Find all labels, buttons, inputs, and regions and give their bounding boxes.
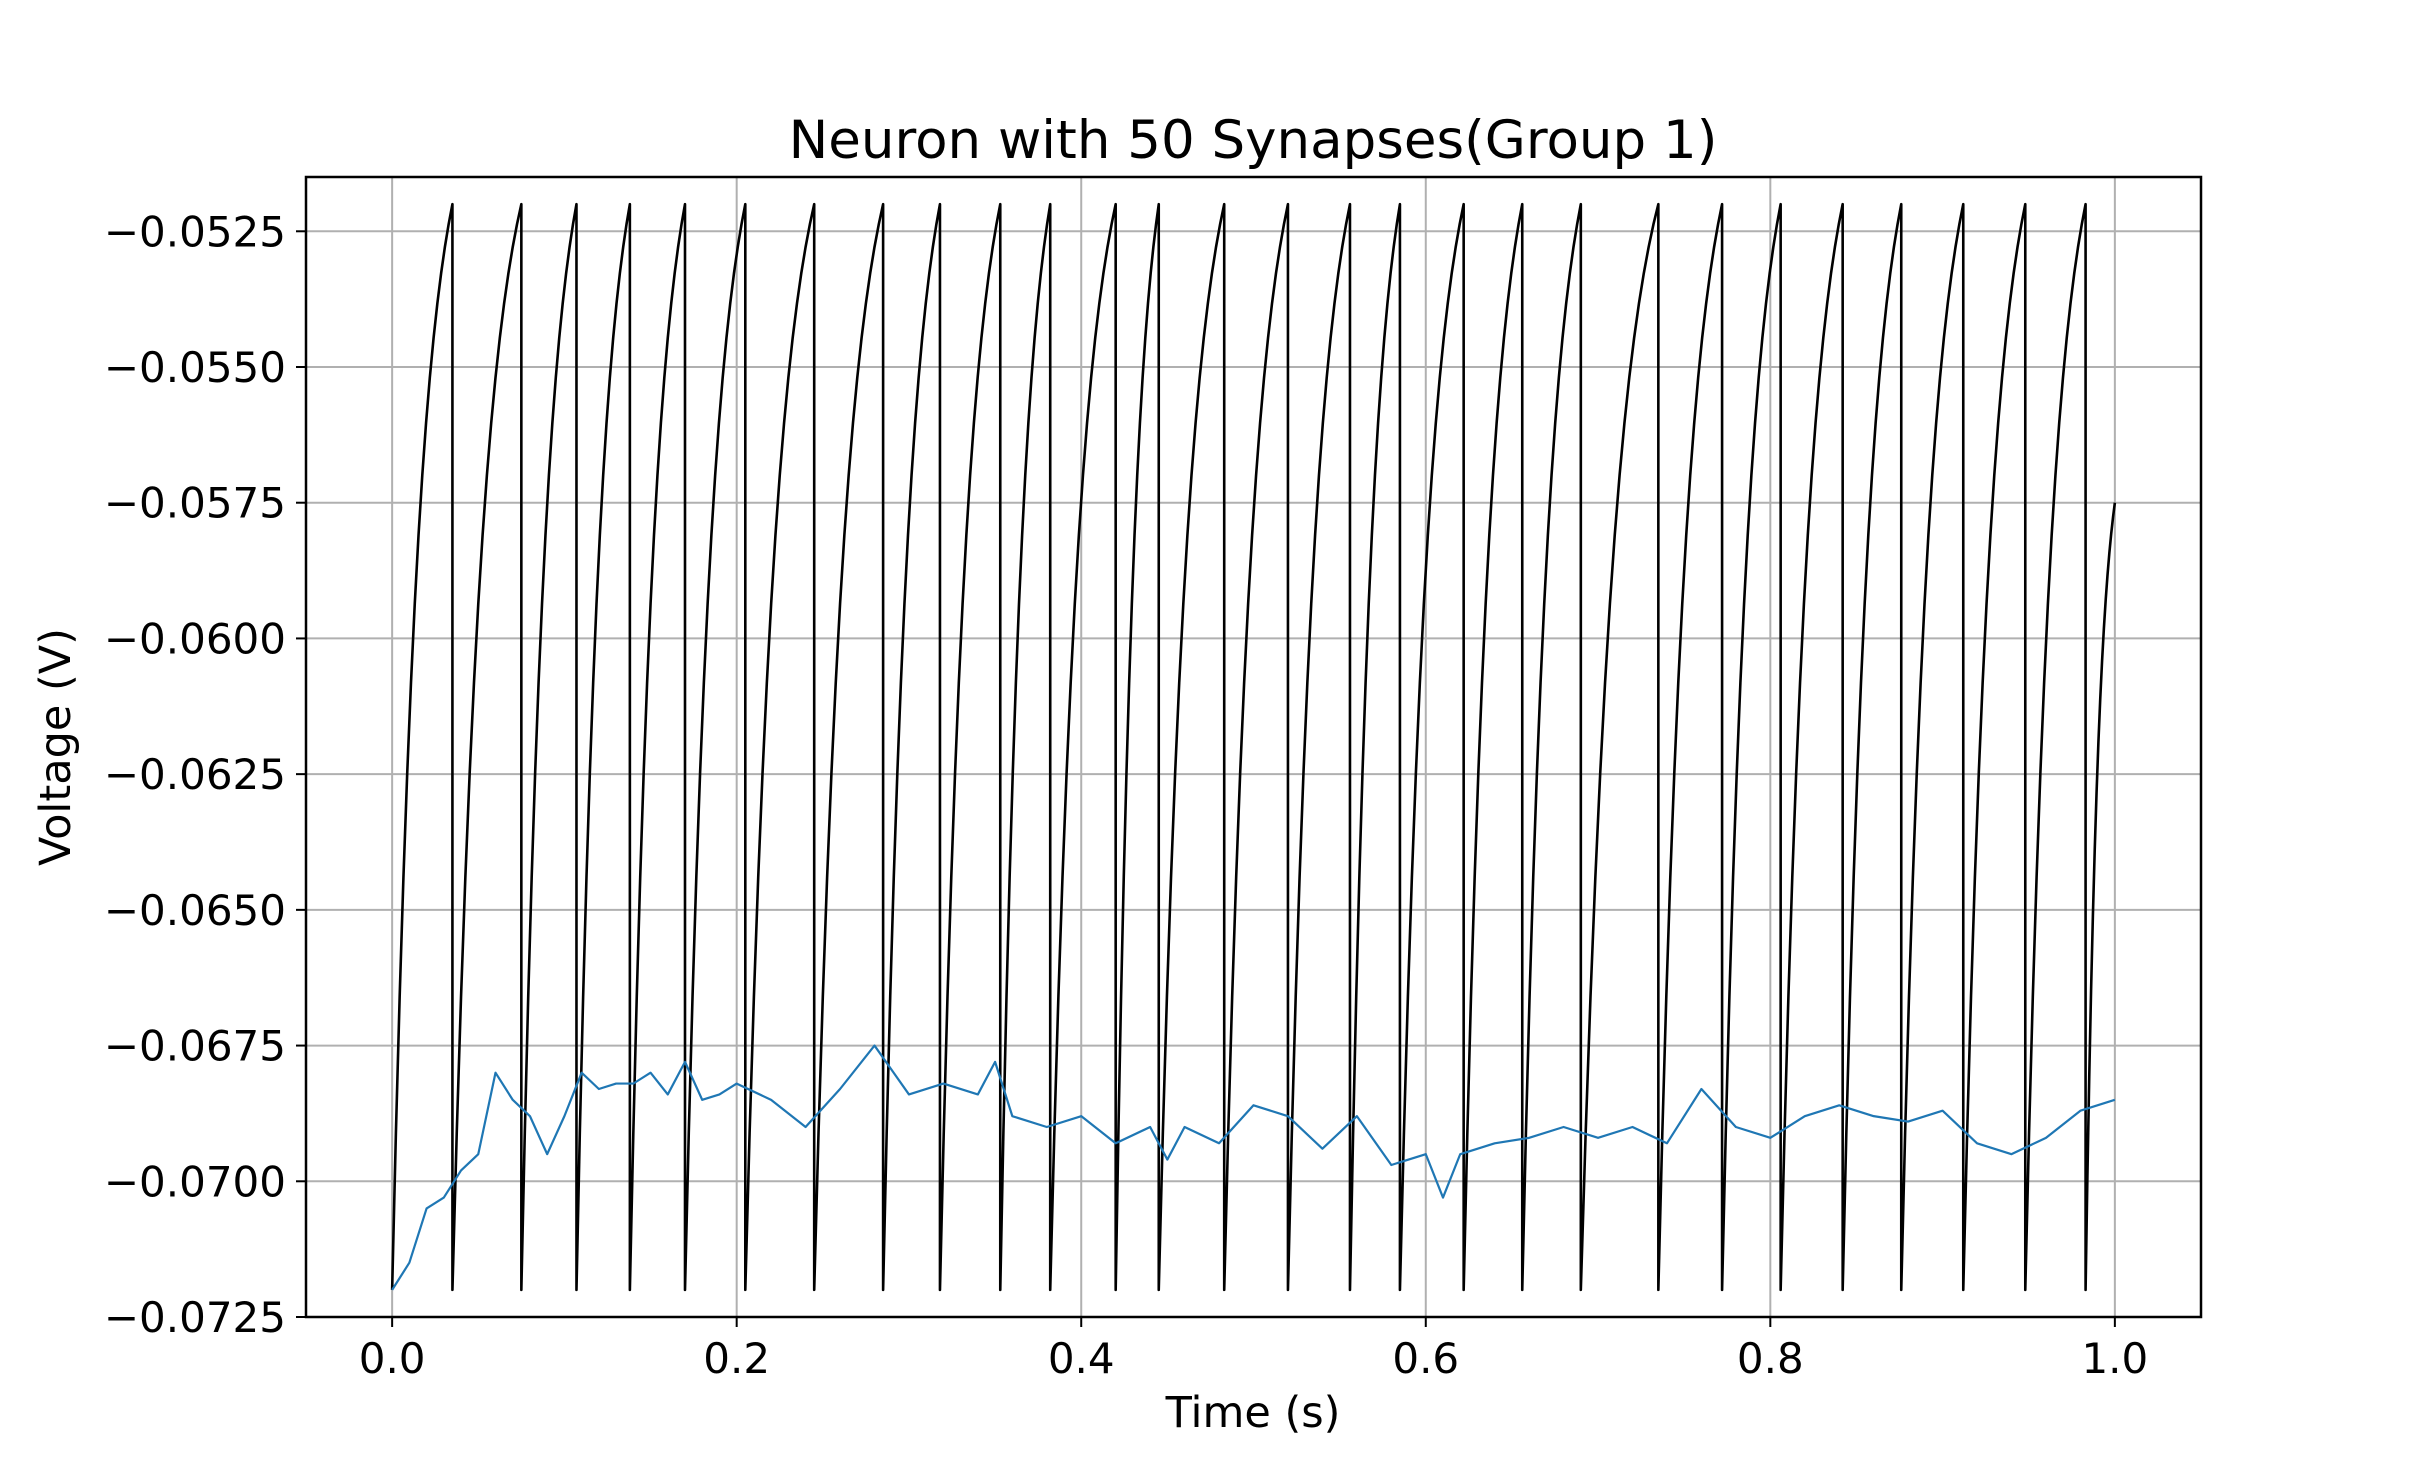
average-voltage-line [391,1044,2116,1291]
y-tick-label: −0.0725 [104,1293,286,1342]
y-tick-label: −0.0600 [104,614,286,663]
axes-frame [304,175,2203,1319]
x-tick-label: 0.0 [359,1334,426,1383]
x-axis-label: Time (s) [1165,1388,1341,1438]
y-tick-label: −0.0550 [104,343,286,392]
ticks: 0.0 0.2 0.4 0.6 0.8 1.0 −0.0525 −0.0550 −0.0575 −… [104,207,2148,1383]
grid [306,177,2201,1318]
y-tick-label: −0.0675 [104,1022,286,1071]
spike-train-line [390,202,2117,1292]
plot-area [390,202,2117,1292]
x-tick-label: 0.4 [1048,1334,1115,1383]
x-tick-label: 0.6 [1392,1334,1459,1383]
x-tick-label: 0.2 [703,1334,770,1383]
y-tick-label: −0.0525 [104,207,286,256]
y-axis-label: Voltage (V) [31,628,81,866]
y-tick-label: −0.0700 [104,1157,286,1206]
x-tick-label: 1.0 [2081,1334,2148,1383]
y-tick-label: −0.0575 [104,479,286,528]
chart-title: Neuron with 50 Synapses(Group 1) [789,110,1718,171]
x-tick-label: 0.8 [1737,1334,1804,1383]
y-tick-label: −0.0650 [104,886,286,935]
y-tick-label: −0.0625 [104,750,286,799]
